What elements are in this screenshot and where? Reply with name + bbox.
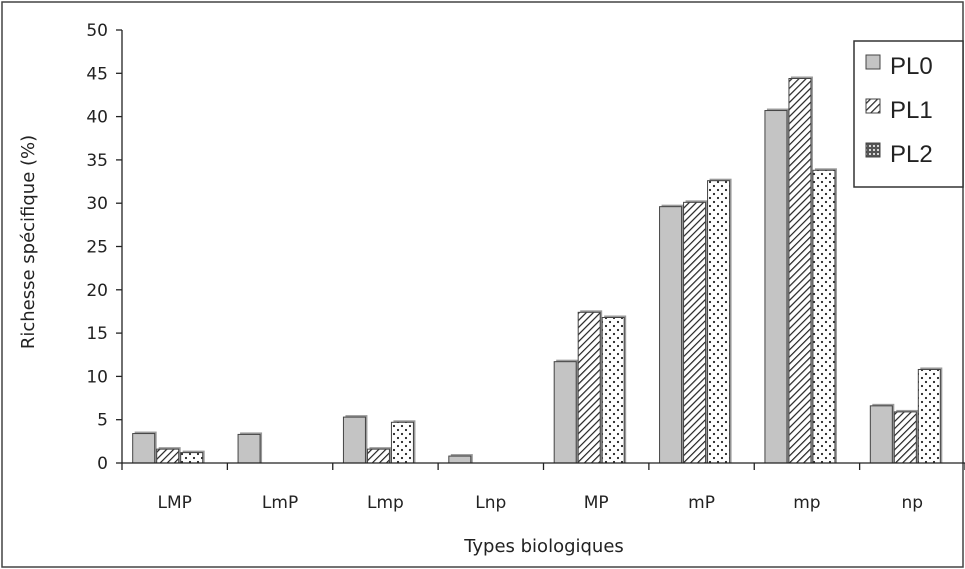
y-tick-label: 25 bbox=[86, 238, 108, 258]
bar-pl1-mp bbox=[577, 311, 601, 464]
y-tick-label: 10 bbox=[86, 367, 108, 387]
y-tick-label: 30 bbox=[86, 194, 108, 214]
x-tick-label: LMP bbox=[157, 493, 191, 513]
y-tick-label: 45 bbox=[86, 64, 108, 84]
legend-label-pl1: PL1 bbox=[890, 97, 933, 124]
bar-pl1-mp bbox=[683, 201, 707, 464]
bar-pl2-np bbox=[917, 368, 941, 464]
bar-pl0-mp bbox=[659, 206, 683, 464]
legend-label-pl2: PL2 bbox=[890, 141, 933, 168]
y-tick-label: 5 bbox=[97, 411, 108, 431]
y-axis-title: Richesse spécifique (%) bbox=[18, 135, 39, 349]
bar-pl0-mp bbox=[553, 361, 577, 464]
plot-area bbox=[132, 76, 943, 464]
x-tick-label: MP bbox=[584, 493, 609, 513]
bar-pl1-lmp bbox=[366, 448, 390, 464]
y-tick-label: 40 bbox=[86, 108, 108, 128]
bar-pl0-lmp bbox=[237, 433, 261, 464]
x-axis-title: Types biologiques bbox=[463, 536, 624, 557]
bar-pl1-np bbox=[893, 411, 917, 464]
x-tick-label: mp bbox=[793, 493, 820, 513]
bar-pl0-mp bbox=[764, 110, 788, 464]
legend-label-pl0: PL0 bbox=[890, 53, 933, 80]
x-tick-label: Lmp bbox=[367, 493, 404, 513]
x-tick-label: Lnp bbox=[475, 493, 506, 513]
legend: PL0 PL1 PL2 bbox=[853, 40, 964, 188]
bar-pl2-mp bbox=[812, 169, 836, 464]
bar-pl1-mp bbox=[788, 77, 812, 464]
bar-pl0-lnp bbox=[448, 455, 472, 464]
bar-pl0-lmp bbox=[342, 416, 366, 464]
y-tick-label: 50 bbox=[86, 21, 108, 41]
bar-pl2-mp bbox=[707, 180, 731, 464]
bar-pl2-lmp bbox=[390, 421, 414, 464]
legend-swatch-pl1 bbox=[865, 98, 881, 114]
x-tick-label: mP bbox=[688, 493, 715, 513]
x-tick-label: np bbox=[902, 493, 924, 513]
y-axis: 0 5 10 15 20 25 30 35 40 45 50 bbox=[86, 21, 123, 474]
x-axis: LMP LmP Lmp Lnp MP mP mp np bbox=[121, 462, 965, 513]
y-tick-label: 20 bbox=[86, 281, 108, 301]
y-tick-label: 0 bbox=[97, 454, 108, 474]
bar-pl2-lmp bbox=[180, 452, 204, 464]
bar-pl1-lmp bbox=[156, 448, 180, 464]
bar-pl0-np bbox=[869, 405, 893, 464]
y-tick-label: 35 bbox=[86, 151, 108, 171]
legend-swatch-pl2 bbox=[865, 142, 881, 158]
x-tick-label: LmP bbox=[262, 493, 298, 513]
y-tick-label: 15 bbox=[86, 324, 108, 344]
bar-pl0-lmp bbox=[132, 433, 156, 464]
legend-swatch-pl0 bbox=[865, 54, 881, 70]
bar-pl2-mp bbox=[601, 317, 625, 464]
